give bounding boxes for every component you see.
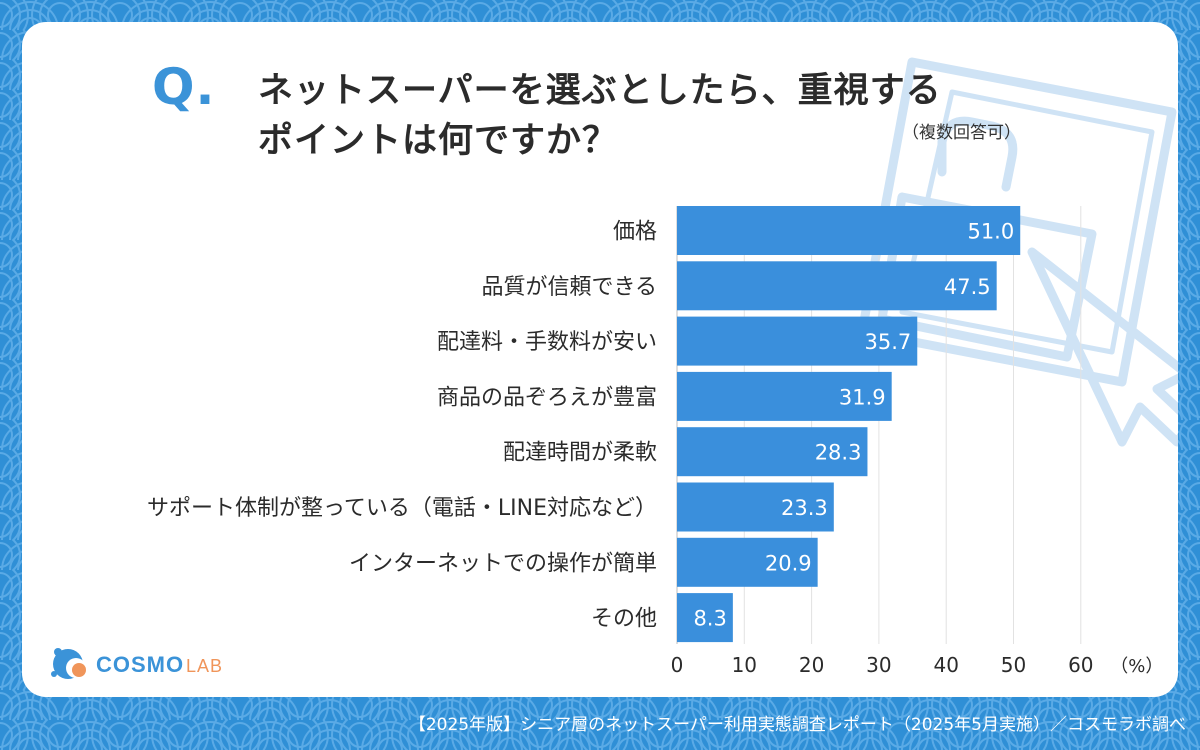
- category-label-1: 品質が信頼できる: [481, 275, 657, 300]
- value-label-7: 8.3: [693, 607, 726, 631]
- question-title-line1: ネットスーパーを選ぶとしたら、重視する: [258, 71, 942, 111]
- category-label-7: その他: [591, 607, 657, 632]
- category-label-4: 配達時間が柔軟: [503, 441, 657, 466]
- logo-main-text: COSMO: [96, 652, 184, 677]
- value-label-2: 35.7: [864, 330, 911, 354]
- value-label-1: 47.5: [944, 275, 991, 299]
- bar-7: [677, 593, 733, 643]
- bar-chart: 価格 51.0 品質が信頼できる 47.5 配達料・手数料が安い 35.7 商品の品ぞろえが…: [147, 206, 1163, 677]
- category-label-6: インターネットでの操作が簡単: [349, 551, 657, 576]
- bar-5: [677, 482, 834, 532]
- bar-0: [677, 206, 1021, 255]
- value-label-3: 31.9: [839, 385, 886, 409]
- bar-3: [677, 371, 892, 421]
- x-tick-label-10: 10: [732, 653, 757, 677]
- cosmo-lab-logo: COSMO LAB: [51, 648, 223, 679]
- footer-source-note: 【2025年版】シニア層のネットスーパー利用実態調査レポート（2025年5月実施…: [408, 715, 1186, 735]
- x-tick-label-50: 50: [1001, 653, 1026, 677]
- value-label-0: 51.0: [967, 220, 1014, 244]
- x-tick-label-40: 40: [933, 653, 958, 677]
- value-label-4: 28.3: [815, 441, 862, 465]
- bar-2: [677, 316, 918, 366]
- bar-1: [677, 261, 997, 311]
- x-tick-label-30: 30: [866, 653, 891, 677]
- category-label-0: 価格: [613, 220, 657, 245]
- x-unit-label: （%）: [1110, 656, 1163, 677]
- x-tick-label-60: 60: [1068, 653, 1093, 677]
- logo-sub-text: LAB: [186, 656, 223, 676]
- category-label-5: サポート体制が整っている（電話・LINE対応など）: [147, 496, 657, 521]
- multiple-answer-note: （複数回答可）: [902, 123, 1021, 143]
- x-tick-label-20: 20: [799, 653, 824, 677]
- x-tick-label-0: 0: [671, 653, 684, 677]
- value-label-5: 23.3: [781, 496, 828, 520]
- question-mark-label: Q.: [152, 58, 216, 116]
- category-label-3: 商品の品ぞろえが豊富: [437, 385, 657, 410]
- bar-6: [677, 537, 818, 587]
- chart-card: Q. ネットスーパーを選ぶとしたら、重視する ポイントは何ですか？ （複数回答可…: [22, 22, 1178, 697]
- value-label-6: 20.9: [765, 551, 812, 575]
- bar-4: [677, 427, 868, 477]
- question-title-line2: ポイントは何ですか？: [258, 121, 619, 161]
- category-label-2: 配達料・手数料が安い: [437, 330, 657, 355]
